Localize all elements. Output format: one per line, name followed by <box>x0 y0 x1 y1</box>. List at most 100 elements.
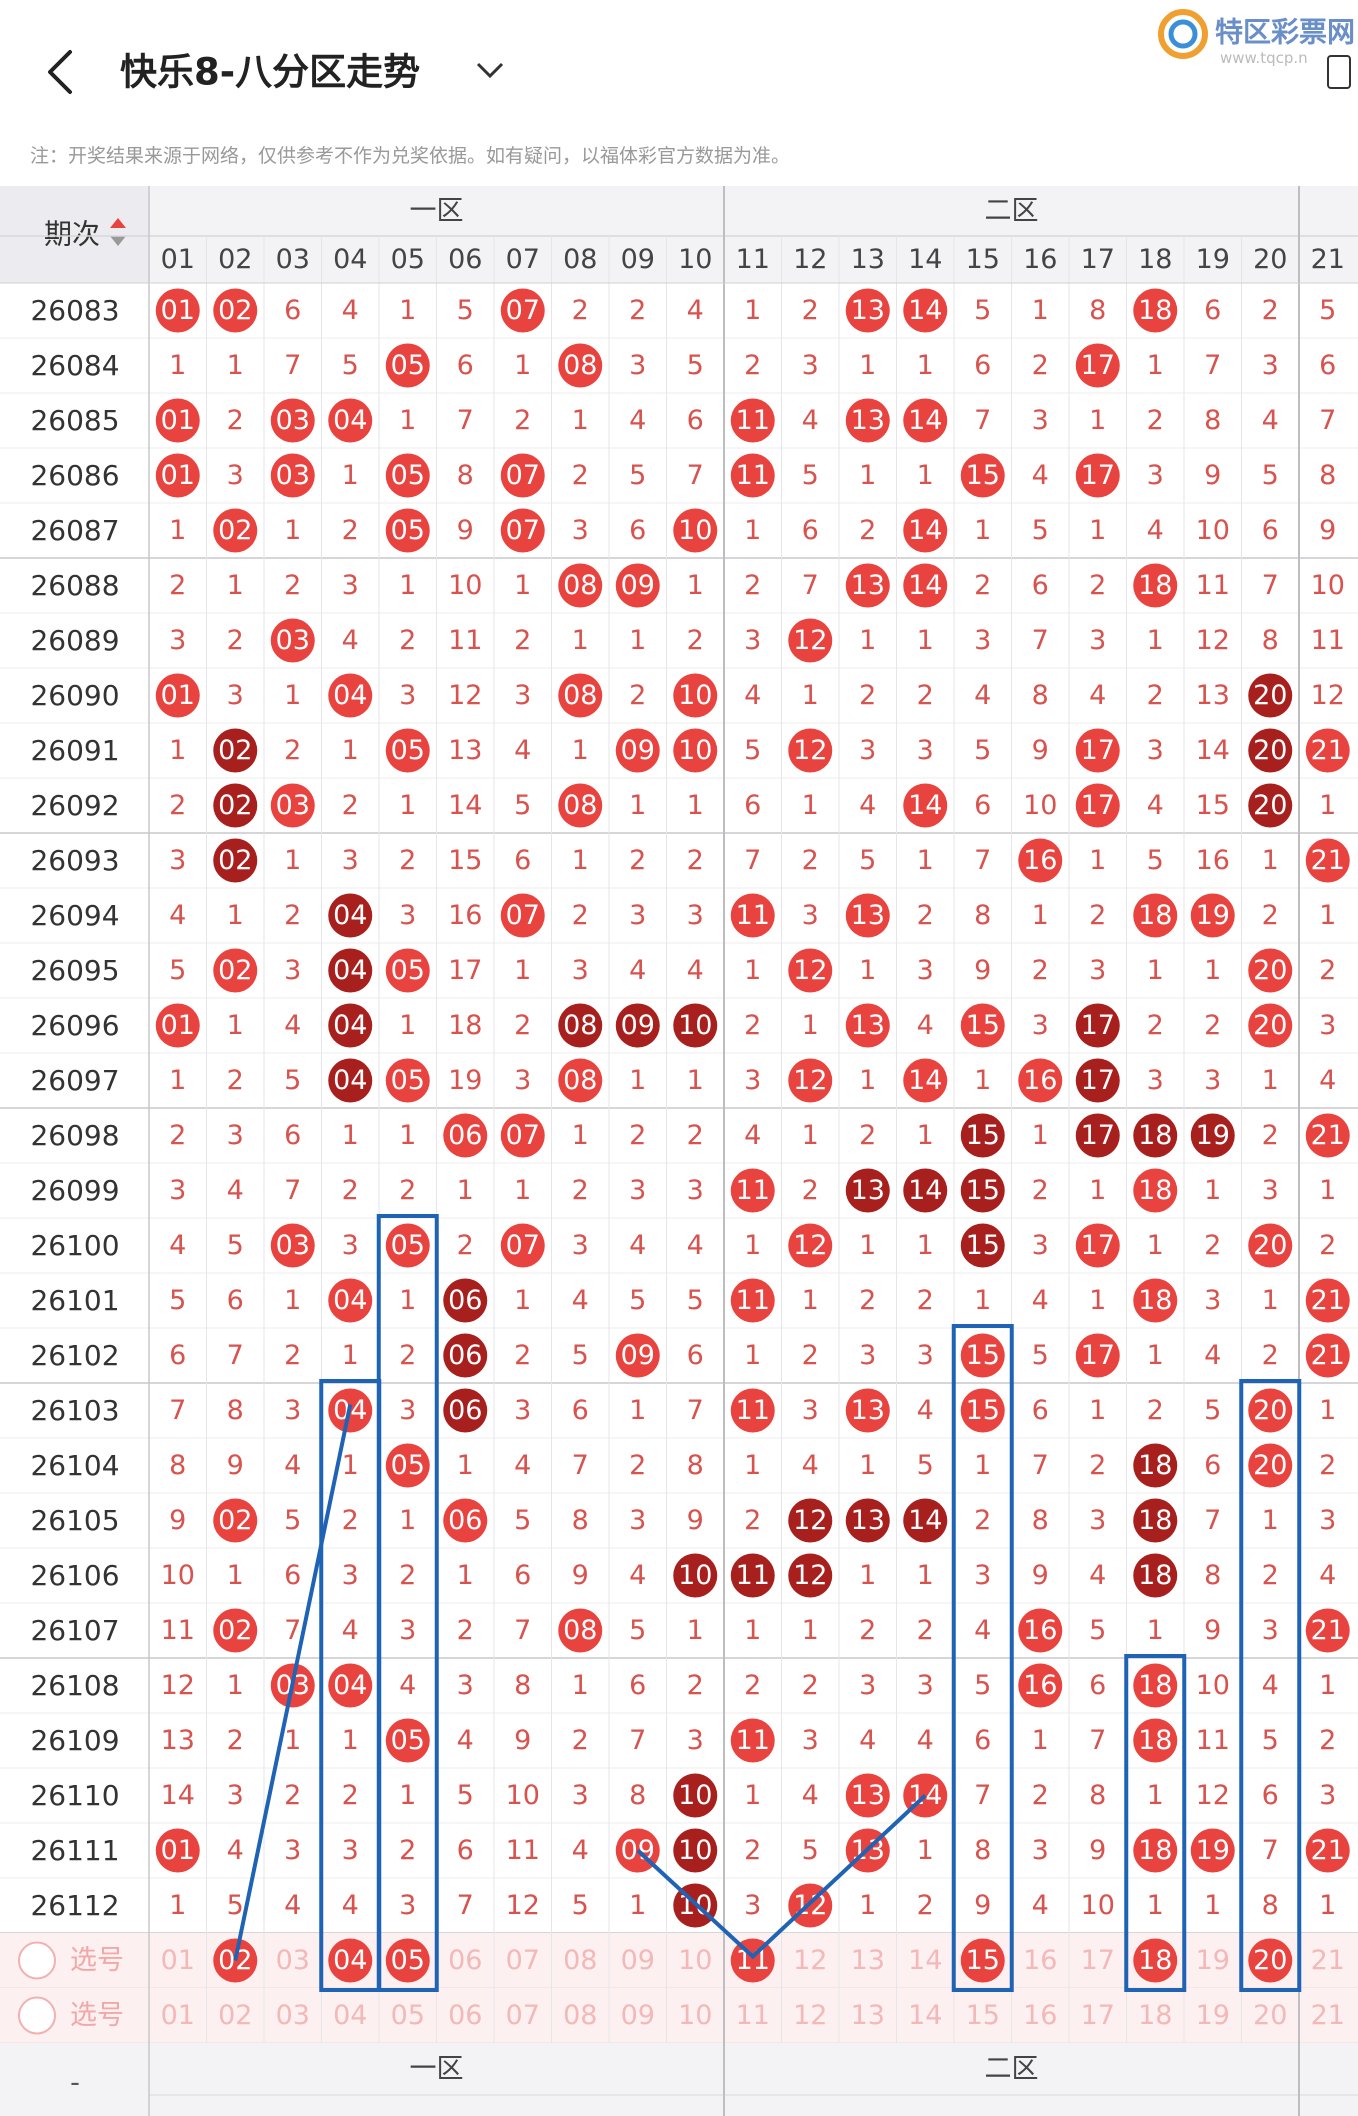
select-number[interactable]: 10 <box>678 1945 712 1976</box>
miss-count: 1 <box>457 1175 474 1206</box>
ball-number: 05 <box>391 1065 425 1096</box>
select-number[interactable]: 12 <box>793 2000 827 2031</box>
select-number[interactable]: 20 <box>1253 2000 1287 2031</box>
picked-ball[interactable] <box>1248 1938 1293 1983</box>
ball-number: 10 <box>678 1780 712 1811</box>
select-number[interactable]: 16 <box>1023 1945 1057 1976</box>
select-number[interactable]: 21 <box>1311 2000 1345 2031</box>
select-number[interactable]: 17 <box>1081 1945 1115 1976</box>
ball-number: 04 <box>333 1065 367 1096</box>
select-number[interactable]: 03 <box>276 2000 310 2031</box>
back-button[interactable] <box>48 50 72 94</box>
select-number[interactable]: 15 <box>966 2000 1000 2031</box>
miss-count: 1 <box>802 1120 819 1151</box>
miss-count: 4 <box>227 1835 244 1866</box>
ball <box>443 1498 488 1543</box>
miss-count: 3 <box>917 1340 934 1371</box>
picked-ball[interactable] <box>1133 1938 1178 1983</box>
select-number[interactable]: 06 <box>448 2000 482 2031</box>
select-number[interactable]: 08 <box>563 2000 597 2031</box>
miss-count: 4 <box>227 1175 244 1206</box>
select-number[interactable]: 05 <box>391 2000 425 2031</box>
miss-count: 9 <box>974 955 991 986</box>
miss-count: 14 <box>1196 735 1230 766</box>
picked-ball[interactable] <box>730 1938 775 1983</box>
miss-count: 8 <box>1089 295 1106 326</box>
miss-count: 1 <box>859 1065 876 1096</box>
select-number[interactable]: 19 <box>1196 2000 1230 2031</box>
select-number[interactable]: 14 <box>908 1945 942 1976</box>
column-header: 13 <box>851 244 885 275</box>
miss-count: 9 <box>1204 460 1221 491</box>
miss-count: 1 <box>1032 295 1049 326</box>
miss-count: 4 <box>1032 1285 1049 1316</box>
miss-count: 1 <box>342 1340 359 1371</box>
select-number[interactable]: 12 <box>793 1945 827 1976</box>
select-number[interactable]: 06 <box>448 1945 482 1976</box>
miss-count: 2 <box>514 405 531 436</box>
select-number[interactable]: 14 <box>908 2000 942 2031</box>
column-header: 05 <box>391 244 425 275</box>
select-number[interactable]: 21 <box>1311 1945 1345 1976</box>
miss-count: 11 <box>1196 570 1230 601</box>
select-number[interactable]: 07 <box>506 1945 540 1976</box>
select-number[interactable]: 16 <box>1023 2000 1057 2031</box>
miss-count: 1 <box>744 1340 761 1371</box>
miss-count: 2 <box>802 295 819 326</box>
select-toggle[interactable] <box>18 1996 56 2035</box>
miss-count: 15 <box>448 845 482 876</box>
select-number[interactable]: 10 <box>678 2000 712 2031</box>
ball <box>385 343 430 388</box>
select-number[interactable]: 01 <box>161 1945 195 1976</box>
ball-repeat <box>788 1498 833 1543</box>
select-number[interactable]: 04 <box>333 2000 367 2031</box>
miss-count: 4 <box>1262 1670 1279 1701</box>
miss-count: 7 <box>284 1615 301 1646</box>
miss-count: 9 <box>169 1505 186 1536</box>
picked-ball[interactable] <box>328 1938 373 1983</box>
select-toggle[interactable] <box>18 1941 56 1980</box>
picked-ball[interactable] <box>960 1938 1005 1983</box>
ball <box>1305 1828 1350 1873</box>
select-number[interactable]: 02 <box>218 2000 252 2031</box>
select-number[interactable]: 07 <box>506 2000 540 2031</box>
ball <box>1305 728 1350 773</box>
miss-count: 2 <box>1032 1175 1049 1206</box>
miss-count: 2 <box>169 1120 186 1151</box>
picked-ball[interactable] <box>385 1938 430 1983</box>
select-number[interactable]: 11 <box>736 2000 770 2031</box>
select-number[interactable]: 13 <box>851 1945 885 1976</box>
select-number[interactable]: 19 <box>1196 1945 1230 1976</box>
miss-count: 11 <box>1196 1725 1230 1756</box>
miss-count: 2 <box>1262 900 1279 931</box>
ball-number: 11 <box>736 1725 770 1756</box>
miss-count: 4 <box>1319 1560 1336 1591</box>
miss-count: 4 <box>974 1615 991 1646</box>
miss-count: 7 <box>1204 350 1221 381</box>
ball-number: 18 <box>1138 1120 1172 1151</box>
miss-count: 2 <box>974 1505 991 1536</box>
miss-count: 17 <box>448 955 482 986</box>
select-number[interactable]: 03 <box>276 1945 310 1976</box>
select-number[interactable]: 09 <box>621 2000 655 2031</box>
dropdown-icon[interactable] <box>476 62 504 79</box>
miss-count: 2 <box>744 1505 761 1536</box>
ball-number: 14 <box>908 1505 942 1536</box>
select-number[interactable]: 01 <box>161 2000 195 2031</box>
ball <box>385 508 430 553</box>
ball-number: 06 <box>448 1285 482 1316</box>
select-number[interactable]: 17 <box>1081 2000 1115 2031</box>
select-number[interactable]: 08 <box>563 1945 597 1976</box>
ball <box>1133 893 1178 938</box>
ball-number: 06 <box>448 1120 482 1151</box>
miss-count: 12 <box>161 1670 195 1701</box>
miss-count: 2 <box>1262 1560 1279 1591</box>
ball-number: 11 <box>736 1395 770 1426</box>
select-number[interactable]: 18 <box>1138 2000 1172 2031</box>
miss-count: 3 <box>802 900 819 931</box>
select-number[interactable]: 13 <box>851 2000 885 2031</box>
ball <box>960 1003 1005 1048</box>
select-number[interactable]: 09 <box>621 1945 655 1976</box>
miss-count: 9 <box>227 1450 244 1481</box>
period: 26105 <box>30 1504 119 1537</box>
